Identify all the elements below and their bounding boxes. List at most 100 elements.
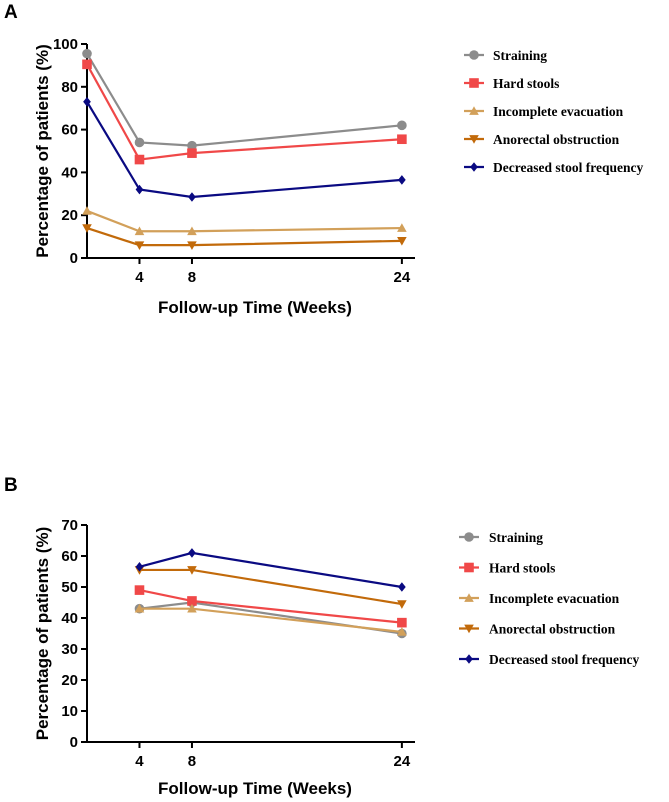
legend-label-decreased-stool-frequency: Decreased stool frequency xyxy=(493,160,643,175)
panel-a-series-hard-stools xyxy=(82,59,407,165)
panel-b-point-decreased-stool-frequency xyxy=(135,562,144,572)
panel-a-point-decreased-stool-frequency xyxy=(398,175,406,185)
panel-a-series-incomplete-evacuation xyxy=(82,206,407,236)
legend-item-incomplete-evacuation: Incomplete evacuation xyxy=(464,104,624,119)
panel-b-y-tick-label: 30 xyxy=(61,641,78,658)
panel-a-point-anorectal-obstruction xyxy=(397,237,407,246)
panel-a-line-anorectal-obstruction xyxy=(86,226,402,247)
legend-item-anorectal-obstruction: Anorectal obstruction xyxy=(464,132,620,147)
panel-a-y-tick-label: 60 xyxy=(61,122,78,139)
panel-b-y-tick-label: 20 xyxy=(61,672,78,689)
panel-b-point-hard-stools xyxy=(134,585,145,595)
panel-b-y-tick-label: 50 xyxy=(61,579,78,596)
panel-a-label: A xyxy=(4,2,18,23)
panel-b-y-tick-label: 70 xyxy=(61,517,78,534)
panel-b-point-incomplete-evacuation xyxy=(134,603,145,613)
legend-item-hard-stools: Hard stools xyxy=(464,76,559,91)
panel-b-line-incomplete-evacuation xyxy=(139,607,403,634)
legend-label-anorectal-obstruction: Anorectal obstruction xyxy=(493,132,620,147)
panel-a-y-axis-title: Percentage of patients (%) xyxy=(33,44,52,258)
panel-a-y-tick-label: 80 xyxy=(61,79,78,96)
legend-item-incomplete-evacuation: Incomplete evacuation xyxy=(459,591,620,606)
panel-b-x-tick-label: 24 xyxy=(394,753,411,770)
panel-a-y-tick-label: 100 xyxy=(53,36,78,53)
panel-b-x-tick-label: 4 xyxy=(135,753,144,770)
panel-b-point-hard-stools xyxy=(397,617,407,628)
panel-b-y-tick-label: 40 xyxy=(61,610,78,627)
panel-a-series-straining xyxy=(82,48,407,151)
legend-label-straining: Straining xyxy=(489,530,543,545)
legend-label-incomplete-evacuation: Incomplete evacuation xyxy=(489,591,620,606)
panel-a-point-hard-stools xyxy=(134,154,145,165)
panel-a-legend: Straining Hard stools Incomplete evacuatio… xyxy=(464,48,643,175)
panel-b-series-decreased-stool-frequency xyxy=(135,548,406,592)
panel-a-point-incomplete-evacuation xyxy=(187,226,197,236)
panel-a-x-tick-label: 4 xyxy=(135,269,144,286)
panel-a-point-decreased-stool-frequency xyxy=(83,96,91,107)
panel-b-series-incomplete-evacuation xyxy=(134,603,407,636)
panel-a-point-decreased-stool-frequency xyxy=(188,192,196,202)
legend-item-hard-stools: Hard stools xyxy=(459,561,555,576)
panel-a-x-tick-label: 8 xyxy=(188,269,196,286)
legend-label-straining: Straining xyxy=(493,48,547,63)
panel-b-series-anorectal-obstruction xyxy=(134,566,407,609)
panel-b-point-anorectal-obstruction xyxy=(397,600,407,609)
legend-marker-hard-stools xyxy=(469,78,479,88)
legend-item-straining: Straining xyxy=(464,48,547,63)
legend-item-decreased-stool-frequency: Decreased stool frequency xyxy=(459,652,639,667)
panel-a-point-anorectal-obstruction xyxy=(82,224,92,233)
panel-a-line-decreased-stool-frequency xyxy=(86,101,402,199)
panel-b-legend: Straining Hard stools Incomplete evacuatio… xyxy=(459,530,639,667)
panel-a-line-straining xyxy=(86,53,402,147)
panel-b-point-incomplete-evacuation xyxy=(397,627,407,636)
panel-b-y-tick-label: 10 xyxy=(61,703,78,720)
legend-marker-incomplete-evacuation xyxy=(464,593,474,602)
legend-label-anorectal-obstruction: Anorectal obstruction xyxy=(489,622,616,637)
panel-b-y-tick-label: 0 xyxy=(70,734,78,751)
panel-b-point-hard-stools xyxy=(187,596,197,606)
panel-a-point-straining xyxy=(134,137,145,148)
panel-a-point-straining xyxy=(397,120,407,131)
panel-a-point-hard-stools xyxy=(82,59,92,70)
legend-label-hard-stools: Hard stools xyxy=(493,76,559,91)
panel-a-point-incomplete-evacuation xyxy=(134,226,145,236)
panel-b-point-anorectal-obstruction xyxy=(187,566,197,575)
legend-marker-straining xyxy=(464,532,474,542)
legend-marker-decreased-stool-frequency xyxy=(465,654,473,664)
legend-label-decreased-stool-frequency: Decreased stool frequency xyxy=(489,652,639,667)
panel-b-series-hard-stools xyxy=(134,585,407,628)
legend-item-anorectal-obstruction: Anorectal obstruction xyxy=(459,622,616,637)
legend-marker-straining xyxy=(469,50,479,60)
panel-a-line-hard-stools xyxy=(86,63,402,161)
panel-a-series-anorectal-obstruction xyxy=(82,224,407,250)
panel-b-x-tick-label: 8 xyxy=(188,753,196,770)
panel-a-point-hard-stools xyxy=(397,134,407,145)
legend-marker-decreased-stool-frequency xyxy=(470,162,478,172)
legend-item-straining: Straining xyxy=(459,530,543,545)
legend-marker-anorectal-obstruction xyxy=(469,135,479,144)
legend-item-decreased-stool-frequency: Decreased stool frequency xyxy=(464,160,643,175)
panel-a-point-hard-stools xyxy=(187,148,197,158)
legend-marker-anorectal-obstruction xyxy=(464,624,474,634)
panel-a-series-decreased-stool-frequency xyxy=(83,96,406,202)
panel-b-point-decreased-stool-frequency xyxy=(398,582,406,592)
panel-a-point-anorectal-obstruction xyxy=(187,241,197,250)
panel-a-line-incomplete-evacuation xyxy=(86,209,402,233)
panel-a-point-incomplete-evacuation xyxy=(82,206,92,215)
panel-b-y-axis-title: Percentage of patients (%) xyxy=(33,527,52,741)
panel-b-point-incomplete-evacuation xyxy=(187,603,197,613)
legend-marker-incomplete-evacuation xyxy=(469,106,479,115)
legend-marker-hard-stools xyxy=(464,562,474,573)
legend-label-hard-stools: Hard stools xyxy=(489,561,555,576)
panel-b-label: B xyxy=(4,475,18,496)
panel-a-point-anorectal-obstruction xyxy=(134,241,145,250)
panel-b-point-decreased-stool-frequency xyxy=(188,548,196,558)
panel-a-point-decreased-stool-frequency xyxy=(135,184,144,195)
panel-a-point-straining xyxy=(82,48,92,59)
panel-b-x-axis-title: Follow-up Time (Weeks) xyxy=(158,779,352,798)
panel-a-point-straining xyxy=(187,140,197,151)
panel-b-y-tick-label: 60 xyxy=(61,548,78,565)
panel-a-x-axis-title: Follow-up Time (Weeks) xyxy=(158,298,352,317)
legend-label-incomplete-evacuation: Incomplete evacuation xyxy=(493,104,624,119)
